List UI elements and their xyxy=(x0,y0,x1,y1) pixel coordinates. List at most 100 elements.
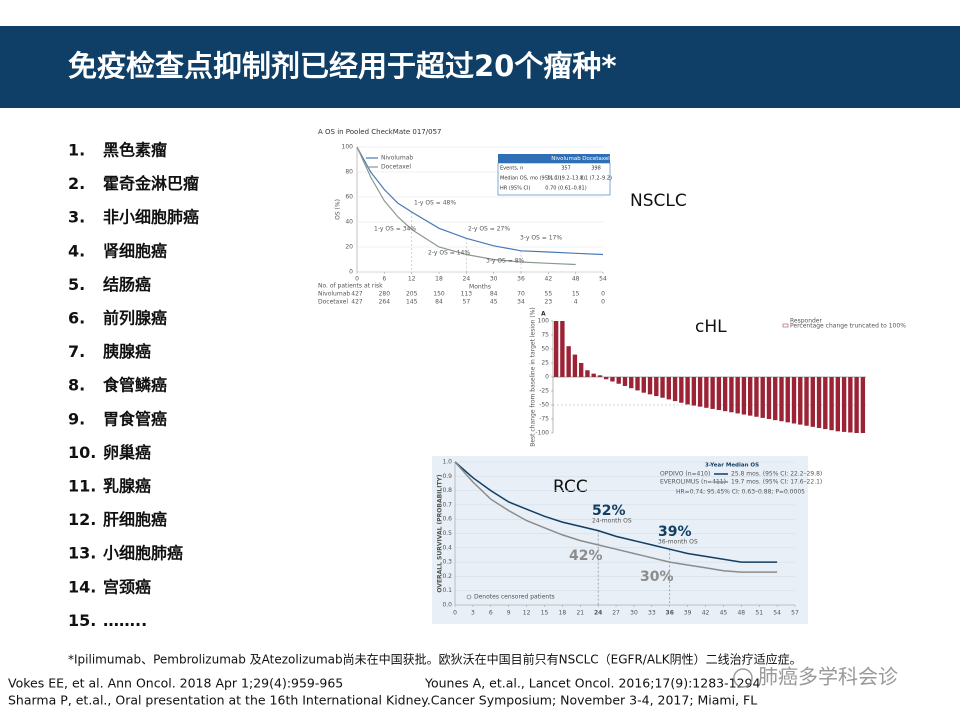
chl-label: cHL xyxy=(695,317,727,337)
y-tick-label: 50 xyxy=(541,346,549,353)
x-tick-label: 0 xyxy=(355,276,359,283)
y-tick-label: 0.3 xyxy=(442,559,452,566)
bar xyxy=(791,377,797,424)
censor-note: Denotes censored patients xyxy=(474,594,555,601)
list-item: …….. xyxy=(103,611,147,630)
risk-count: 145 xyxy=(406,299,418,306)
x-tick-label: 27 xyxy=(612,610,620,617)
risk-count: 0 xyxy=(601,299,605,306)
list-number: 8. xyxy=(68,376,85,395)
bar xyxy=(635,377,640,391)
bar xyxy=(597,375,603,377)
bar xyxy=(685,377,690,405)
table-header-bg xyxy=(498,154,610,163)
bar xyxy=(829,377,834,431)
footnote: *Ipilimumab、Pembrolizumab 及Atezolizumab尚… xyxy=(68,652,802,667)
x-tick-label: 6 xyxy=(382,276,386,283)
table-cell: 357 xyxy=(561,166,571,172)
bar xyxy=(722,377,728,412)
bar xyxy=(566,346,571,377)
bar xyxy=(741,377,747,415)
legend-swatch xyxy=(782,323,789,328)
risk-count: 280 xyxy=(379,291,391,298)
y-axis-label: OS (%) xyxy=(335,199,342,220)
table-cell: 398 xyxy=(591,166,601,172)
bar xyxy=(798,377,803,425)
table-cell: 8.1 (7.2–9.2) xyxy=(580,176,612,182)
list-item: 乳腺癌 xyxy=(103,477,151,496)
risk-count: 70 xyxy=(517,291,525,298)
x-tick-label: 51 xyxy=(755,610,763,617)
y-tick-label: 0.1 xyxy=(442,587,452,594)
risk-count: 0 xyxy=(601,291,605,298)
survival-curve xyxy=(454,461,778,573)
x-tick-label: 57 xyxy=(791,610,799,617)
x-tick-label: 24 xyxy=(594,610,602,617)
legend-label: EVEROLIMUS (n=411) xyxy=(660,479,726,486)
bar xyxy=(604,377,609,380)
y-tick-label: 0.7 xyxy=(442,501,452,508)
bar xyxy=(647,377,653,395)
list-item: 前列腺癌 xyxy=(103,309,167,328)
y-tick-label: 0.9 xyxy=(442,473,452,480)
y-tick-label: 25 xyxy=(541,360,549,367)
x-tick-label: 15 xyxy=(541,610,549,617)
x-tick-label: 18 xyxy=(435,276,443,283)
risk-row-name: Nivolumab xyxy=(318,291,350,298)
y-tick-label: 0.8 xyxy=(442,487,452,494)
legend-label: Responder xyxy=(790,318,822,325)
annotation: 1-y OS = 48% xyxy=(414,200,456,207)
annotation-sub: 24-month OS xyxy=(592,518,632,525)
bar xyxy=(854,377,859,433)
list-number: 1. xyxy=(68,141,85,160)
list-number: 12. xyxy=(68,510,96,529)
bar xyxy=(553,321,559,377)
x-axis-label: Months xyxy=(469,284,491,291)
table-cell: 11.1 (9.2–13.1) xyxy=(547,176,585,182)
y-tick-label: 0.5 xyxy=(442,530,452,537)
bar xyxy=(616,377,621,384)
table-header: Docetaxel xyxy=(582,156,610,162)
risk-count: 34 xyxy=(517,299,525,306)
y-tick-label: 80 xyxy=(345,169,353,176)
list-number: 7. xyxy=(68,342,85,361)
annotation: 52% xyxy=(592,503,626,519)
x-tick-label: 33 xyxy=(648,610,656,617)
y-tick-label: 40 xyxy=(345,219,353,226)
bar xyxy=(779,377,784,422)
bar xyxy=(848,377,853,433)
bar xyxy=(697,377,703,407)
list-item: 宫颈癌 xyxy=(103,577,151,596)
bar xyxy=(754,377,759,417)
x-tick-label: 30 xyxy=(490,276,498,283)
bar xyxy=(823,377,828,430)
y-tick-label: 0.4 xyxy=(442,544,452,551)
list-number: 5. xyxy=(68,275,85,294)
legend-label: Docetaxel xyxy=(381,164,411,171)
x-tick-label: 39 xyxy=(684,610,692,617)
annotation-sub: 36-month OS xyxy=(658,539,698,546)
bar xyxy=(816,377,822,428)
list-item: 食管鳞癌 xyxy=(102,376,167,395)
risk-count: 264 xyxy=(379,299,391,306)
risk-count: 113 xyxy=(461,291,473,298)
bar xyxy=(679,377,684,403)
annotation: 3-y OS = 8% xyxy=(486,258,525,265)
risk-count: 427 xyxy=(351,291,363,298)
bar xyxy=(560,321,565,377)
list-item: 小细胞肺癌 xyxy=(103,544,183,563)
bar xyxy=(666,377,672,400)
list-item: 肝细胞癌 xyxy=(103,510,167,529)
y-tick-label: -75 xyxy=(539,416,549,423)
x-tick-label: 36 xyxy=(517,276,525,283)
table-cell: Median OS, mo (95% CI) xyxy=(500,176,561,182)
bar xyxy=(785,377,790,423)
list-number: 9. xyxy=(68,409,85,428)
list-item: 胰腺癌 xyxy=(103,342,151,361)
annotation: 2-y OS = 27% xyxy=(468,226,510,233)
bar xyxy=(591,373,596,377)
risk-count: 427 xyxy=(351,299,363,306)
list-number: 14. xyxy=(68,577,96,596)
annotation: 2-y OS = 14% xyxy=(428,250,470,257)
